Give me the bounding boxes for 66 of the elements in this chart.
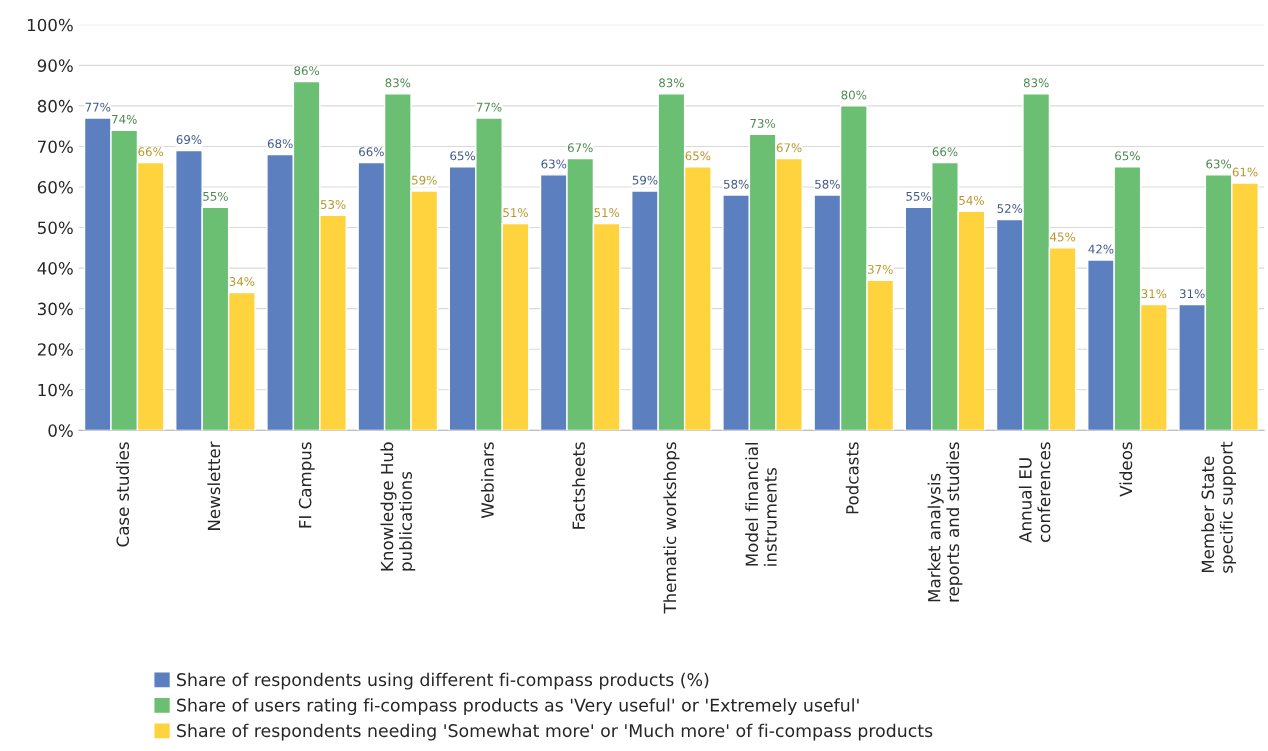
y-tick-label: 100%: [27, 18, 73, 32]
data-label: 67%: [567, 143, 593, 153]
y-tick-label: 20%: [37, 343, 73, 356]
y-tick-label: 90%: [37, 59, 73, 72]
x-tick-label: Member State specific support: [1201, 441, 1236, 573]
data-label: 77%: [476, 102, 502, 112]
data-label: 68%: [267, 139, 293, 149]
x-tick-label: Annual EU conferences: [1018, 442, 1051, 543]
data-label: 58%: [815, 179, 840, 189]
data-label: 69%: [176, 135, 202, 145]
x-tick-label: Webinars: [480, 442, 494, 519]
y-tick-label: 60%: [37, 180, 73, 194]
y-tick-label: 80%: [37, 99, 73, 113]
data-label: 63%: [1206, 159, 1232, 169]
data-label: 65%: [1115, 151, 1140, 161]
legend-label: Share of respondents needing 'Somewhat more' or 'Much more' of fi-compass products: [177, 723, 933, 741]
data-label: 51%: [503, 208, 528, 218]
data-label: 42%: [1088, 244, 1114, 254]
data-label: 34%: [229, 277, 255, 286]
data-label: 59%: [412, 175, 437, 185]
data-label: 83%: [659, 78, 684, 88]
data-label: 66%: [359, 147, 384, 157]
data-label: 45%: [1050, 232, 1076, 242]
x-tick-label: Thematic workshops: [663, 442, 680, 614]
data-label: 80%: [841, 90, 867, 100]
data-label: 73%: [750, 118, 776, 128]
data-label: 74%: [112, 114, 137, 124]
data-label: 77%: [85, 102, 111, 112]
data-label: 31%: [1179, 289, 1205, 299]
x-tick-label: Model financial instruments: [745, 443, 777, 566]
data-label: 52%: [997, 204, 1023, 213]
data-label: 63%: [541, 159, 567, 169]
y-tick-label: 50%: [38, 221, 73, 235]
y-tick-label: 10%: [38, 383, 73, 397]
data-label: 55%: [203, 191, 228, 201]
data-label: 31%: [1141, 289, 1167, 299]
x-tick-label: FI Campus: [298, 442, 315, 528]
data-label: 65%: [685, 151, 711, 161]
y-tick-label: 30%: [37, 302, 73, 316]
x-tick-label: Factsheets: [572, 442, 586, 529]
x-tick-label: Newsletter: [207, 441, 221, 530]
data-label: 55%: [906, 191, 932, 201]
y-tick-label: 40%: [37, 262, 73, 275]
x-tick-label: Podcasts: [845, 442, 859, 514]
data-label: 51%: [594, 208, 620, 218]
data-label: 53%: [320, 200, 346, 209]
data-label: 59%: [632, 175, 658, 185]
y-tick-label: 70%: [38, 140, 73, 154]
data-label: 66%: [932, 147, 958, 157]
data-label: 61%: [1232, 167, 1258, 177]
x-tick-label: Knowledge Hub publications: [380, 442, 416, 571]
legend-label: Share of respondents using different fi-compass products (%): [177, 672, 709, 690]
data-label: 54%: [959, 195, 984, 205]
data-label: 86%: [294, 66, 320, 76]
x-tick-label: Videos: [1119, 442, 1133, 497]
legend-label: Share of users rating fi-compass products as 'Very useful' or 'Extremely useful': [177, 698, 859, 716]
y-tick-label: 0%: [48, 424, 73, 437]
data-label: 65%: [450, 151, 476, 161]
data-label: 67%: [776, 143, 802, 153]
data-label: 37%: [868, 264, 893, 274]
data-label: 83%: [1023, 78, 1049, 88]
x-tick-label: Market analysis reports and studies: [927, 442, 963, 602]
data-label: 58%: [723, 179, 749, 189]
x-tick-label: Case studies: [116, 442, 130, 547]
data-label: 66%: [138, 147, 164, 157]
data-label: 83%: [385, 78, 411, 88]
